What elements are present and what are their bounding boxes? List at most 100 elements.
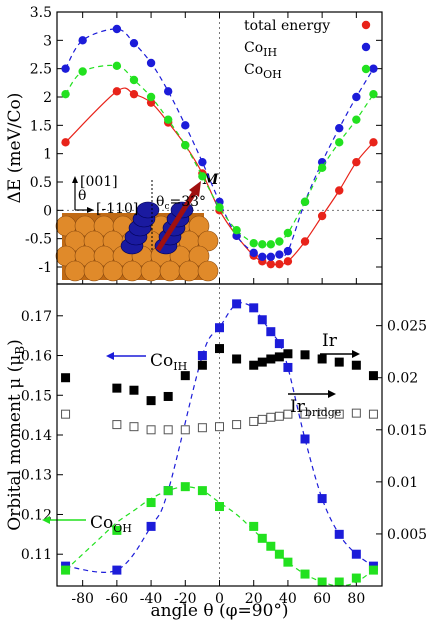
data-point: [368, 371, 378, 381]
data-point: [180, 425, 190, 435]
data-point: [275, 237, 284, 246]
x-tick-label: -40: [140, 591, 163, 607]
data-point: [257, 357, 267, 367]
data-point: [129, 38, 139, 48]
data-point: [129, 422, 139, 432]
data-point: [61, 138, 70, 147]
series-label-arrowhead: [42, 516, 50, 524]
data-point: [352, 115, 361, 124]
cobalt-atom: [136, 201, 160, 219]
data-point: [78, 36, 87, 45]
data-point: [351, 408, 361, 418]
data-point: [215, 344, 224, 354]
data-point: [215, 203, 224, 212]
data-point: [146, 92, 156, 102]
left-y-tick-label: 0.15: [21, 388, 52, 404]
axis-110-arrowhead: [87, 207, 94, 213]
data-point: [317, 577, 327, 587]
data-point: [266, 354, 276, 364]
data-point: [146, 396, 156, 406]
data-point: [300, 569, 310, 579]
iridium-atom: [140, 260, 162, 282]
data-point: [181, 140, 190, 150]
data-point: [300, 350, 310, 360]
right-y-tick-label: 0.02: [387, 371, 418, 387]
y-tick-label: 1: [43, 147, 52, 163]
right-y-tick-label: 0.01: [387, 475, 418, 491]
right-y-tick-label: 0.005: [387, 527, 427, 543]
data-point: [215, 502, 224, 512]
data-point: [61, 89, 70, 99]
data-point: [266, 327, 276, 337]
series-label: CoOH: [90, 513, 132, 535]
data-point: [146, 58, 156, 68]
legend-entry-marker: [361, 20, 371, 30]
data-point: [258, 240, 267, 249]
x-axis-label: angle θ (φ=90°): [150, 601, 288, 621]
data-point: [369, 138, 378, 147]
data-point: [197, 486, 207, 496]
iridium-atom: [64, 260, 86, 282]
data-point: [352, 92, 361, 102]
data-point: [232, 225, 241, 235]
x-tick-label: 0: [215, 591, 224, 607]
legend-entry-marker: [361, 42, 371, 52]
data-point: [129, 75, 139, 85]
data-point: [368, 565, 378, 575]
data-point: [300, 237, 310, 246]
left-y-tick-label: 0.11: [21, 547, 52, 563]
data-point: [334, 577, 344, 587]
data-point: [369, 89, 378, 99]
data-point: [163, 115, 173, 124]
data-point: [61, 409, 71, 419]
data-point: [232, 299, 242, 309]
legend-entry-label: CoIH: [244, 40, 277, 59]
data-point: [335, 186, 344, 195]
data-point: [61, 565, 71, 575]
data-point: [61, 64, 70, 73]
legend-entry-marker: [361, 64, 371, 74]
x-tick-label: -20: [174, 591, 197, 607]
y-tick-label: 2: [43, 90, 52, 106]
data-point: [274, 411, 284, 421]
data-point: [112, 565, 122, 575]
data-point: [163, 391, 173, 401]
x-tick-label: -60: [106, 591, 129, 607]
left-y-tick-label: 0.14: [21, 428, 52, 444]
data-point: [351, 360, 361, 370]
data-point: [129, 89, 139, 99]
data-point: [78, 67, 87, 76]
y-tick-label: 1.5: [30, 118, 52, 134]
iridium-atom: [121, 260, 143, 282]
data-point: [146, 521, 156, 531]
data-point: [274, 549, 284, 559]
y-tick-label: 0: [43, 203, 52, 219]
data-point: [300, 434, 310, 444]
data-point: [198, 172, 207, 181]
orbital-moment-panel: 0.110.120.130.140.150.160.170.0050.010.0…: [21, 283, 427, 607]
axis-001-arrowhead: [72, 176, 78, 183]
data-point: [181, 121, 190, 130]
data-point: [369, 64, 378, 73]
data-point: [249, 303, 259, 313]
y-tick-label: 3.5: [30, 5, 52, 21]
legend-entry-label: CoOH: [244, 62, 282, 81]
magnetization-arrow-head: [189, 181, 201, 197]
data-point: [275, 259, 284, 269]
y-tick-label: 3: [43, 33, 52, 49]
legend-entry-label: total energy: [244, 18, 330, 34]
right-y-tick-label: 0.025: [387, 319, 427, 335]
data-point: [266, 252, 276, 261]
x-tick-label: -80: [71, 591, 94, 607]
right-y-tick-label: 0.015: [387, 423, 427, 439]
y-tick-label: 0.5: [30, 175, 52, 191]
data-point: [317, 354, 327, 364]
data-point: [317, 409, 327, 419]
x-tick-label: 60: [313, 591, 331, 607]
data-point: [215, 323, 224, 333]
data-point: [283, 557, 293, 567]
top-y-axis-label: ΔE (meV/Co): [5, 93, 25, 204]
data-point: [112, 87, 122, 96]
data-point: [368, 409, 378, 419]
data-point: [266, 240, 276, 249]
